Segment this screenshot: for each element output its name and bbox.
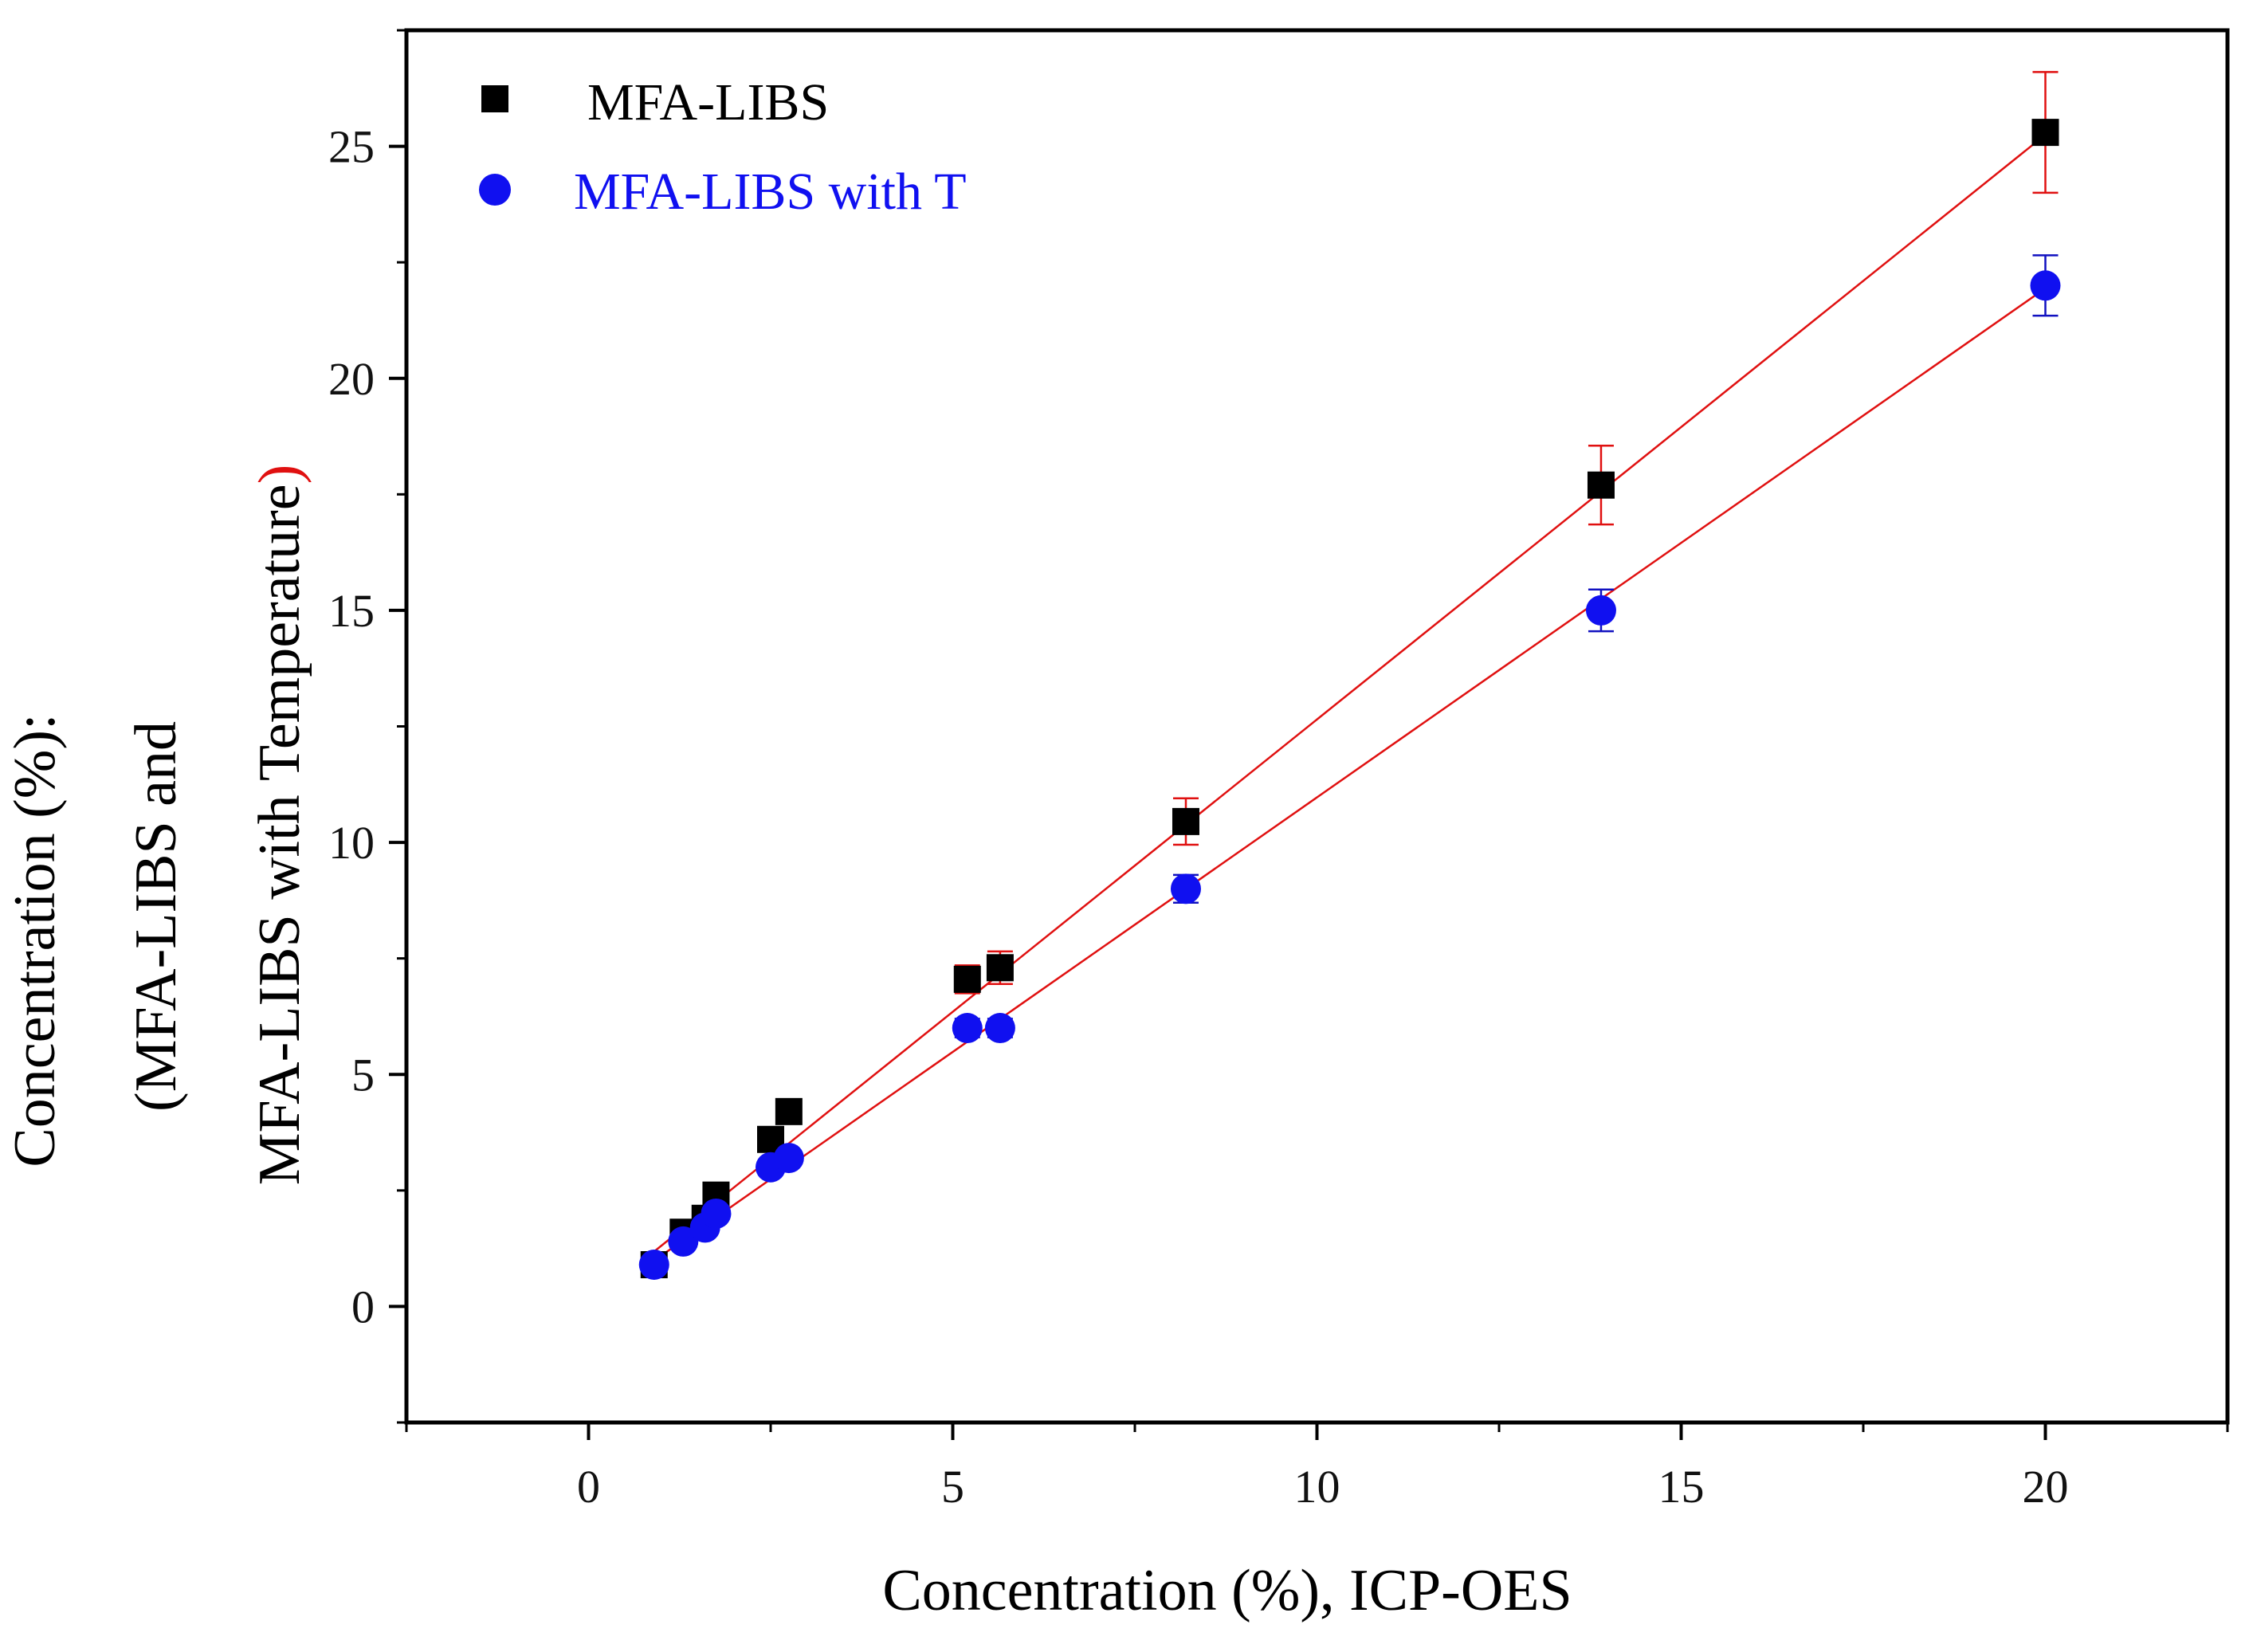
markers [638,119,2061,1281]
y-tick-label: 5 [351,1049,375,1101]
data-point-mfa-libs-with-t [984,1013,1015,1044]
x-tick-label: 10 [1294,1461,1340,1513]
y-axis-title-line2: (MFA-LIBS and [124,721,189,1112]
data-point-mfa-libs-with-t [773,1143,804,1174]
x-tick-label: 20 [2023,1461,2069,1513]
x-tick-label: 15 [1658,1461,1705,1513]
y-axis-title-line1: Concentration (%): [2,713,68,1167]
y-tick-label: 15 [328,585,375,637]
axes: 0 5 10 15 20 0 5 10 15 20 25 [328,28,2230,1513]
data-point-mfa-libs-with-t [952,1013,983,1044]
legend-marker-circle [479,174,511,206]
x-axis-title: Concentration (%), ICP-OES [882,1558,1572,1623]
data-point-mfa-libs-with-t [2030,270,2061,301]
data-point-mfa-libs-with-t [1170,873,1201,904]
legend-marker-square [481,85,508,112]
legend-label-mfa-libs: MFA-LIBS [587,73,829,131]
y-tick-label: 0 [351,1281,375,1332]
legend: MFA-LIBS MFA-LIBS with T [479,73,967,221]
fit-line-2 [654,287,2047,1262]
data-point-mfa-libs [986,954,1014,982]
fit-line-1 [653,134,2047,1253]
x-tick-label: 5 [941,1461,964,1513]
data-point-mfa-libs-with-t [701,1198,732,1229]
data-point-mfa-libs-with-t [668,1226,699,1257]
y-axis-title-line3-paren: ) [247,465,312,485]
y-axis-title-line3: MFA-LIBS with Temperature) [247,465,312,1186]
data-point-mfa-libs [775,1097,803,1125]
fit-lines [653,134,2047,1262]
plot-frame [404,28,2230,1425]
y-tick-label: 10 [328,817,375,869]
legend-label-mfa-libs-with-t: MFA-LIBS with T [574,163,967,221]
data-point-mfa-libs [2031,119,2059,147]
y-tick-label: 25 [328,121,375,173]
y-axis-title-line3-blue: MFA-LIBS with Temperature [247,484,312,1185]
data-point-mfa-libs-with-t [638,1250,669,1281]
data-point-mfa-libs [1587,471,1615,499]
data-point-mfa-libs [953,965,981,993]
data-point-mfa-libs [1172,807,1199,835]
x-tick-label: 0 [577,1461,600,1513]
data-point-mfa-libs-with-t [1585,594,1616,626]
y-tick-label: 20 [328,353,375,405]
